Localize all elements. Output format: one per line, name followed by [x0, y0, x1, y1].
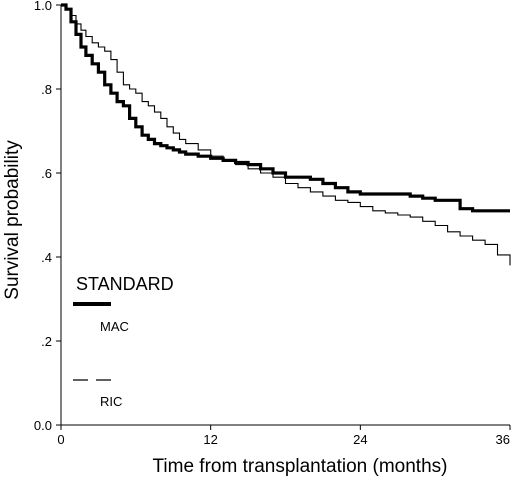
y-axis-label: Survival probability	[2, 140, 23, 300]
x-tick-label: 24	[353, 432, 367, 447]
y-tick-label: 0.0	[34, 418, 52, 433]
y-tick-label: .8	[41, 82, 52, 97]
x-tick-label: 36	[496, 432, 510, 447]
y-tick-label: 1.0	[34, 0, 52, 13]
series-line-mac	[61, 3, 510, 213]
x-tick-label: 0	[57, 432, 64, 447]
legend: STANDARD MAC RIC	[73, 274, 174, 409]
series-layer	[61, 3, 511, 266]
legend-label-mac: MAC	[100, 319, 129, 334]
chart-axes	[60, 5, 510, 426]
x-axis-label: Time from transplantation (months)	[153, 456, 448, 477]
x-axis-ticks: 0 12 24 36	[57, 425, 511, 447]
y-axis-ticks: 0.0 .2 .4 .6 .8 1.0	[34, 0, 61, 433]
series-line-ric	[61, 4, 511, 266]
x-tick-label: 12	[203, 432, 217, 447]
legend-title: STANDARD	[76, 274, 174, 294]
y-tick-label: .6	[41, 166, 52, 181]
y-tick-label: .2	[41, 334, 52, 349]
y-tick-label: .4	[41, 250, 52, 265]
legend-label-ric: RIC	[100, 394, 122, 409]
